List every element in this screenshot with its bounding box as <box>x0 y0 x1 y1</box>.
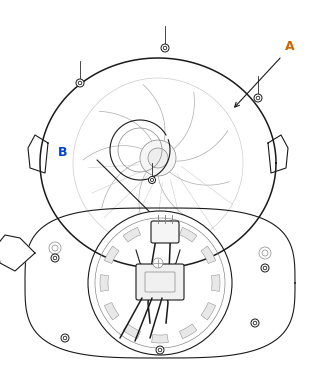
Circle shape <box>261 264 269 272</box>
Polygon shape <box>201 302 216 320</box>
Circle shape <box>51 254 59 262</box>
Circle shape <box>163 46 167 50</box>
Circle shape <box>263 266 267 270</box>
Circle shape <box>150 178 153 181</box>
Polygon shape <box>152 335 168 343</box>
Circle shape <box>88 211 232 355</box>
Circle shape <box>254 94 262 102</box>
Circle shape <box>256 96 260 100</box>
Circle shape <box>78 81 82 85</box>
Circle shape <box>63 336 67 340</box>
Text: B: B <box>58 146 68 158</box>
FancyBboxPatch shape <box>136 264 184 300</box>
Polygon shape <box>211 275 220 291</box>
Circle shape <box>158 348 162 352</box>
Circle shape <box>76 79 84 87</box>
Circle shape <box>61 334 69 342</box>
Circle shape <box>49 242 61 254</box>
Circle shape <box>259 247 271 259</box>
Circle shape <box>253 321 257 325</box>
Circle shape <box>153 258 163 268</box>
Polygon shape <box>100 275 108 291</box>
Circle shape <box>251 319 259 327</box>
Text: A: A <box>285 40 294 53</box>
Polygon shape <box>123 228 140 242</box>
Circle shape <box>148 148 168 168</box>
Polygon shape <box>268 135 288 173</box>
Circle shape <box>156 346 164 354</box>
FancyBboxPatch shape <box>151 221 179 243</box>
Polygon shape <box>104 302 119 320</box>
Polygon shape <box>123 324 140 339</box>
Polygon shape <box>179 228 197 242</box>
Polygon shape <box>28 135 48 173</box>
Circle shape <box>148 177 156 183</box>
Polygon shape <box>0 235 35 271</box>
Circle shape <box>53 256 57 260</box>
Polygon shape <box>152 223 168 231</box>
Polygon shape <box>25 208 295 358</box>
Polygon shape <box>179 324 197 339</box>
Circle shape <box>140 140 176 176</box>
Circle shape <box>161 44 169 52</box>
Polygon shape <box>201 246 216 263</box>
Polygon shape <box>104 246 119 263</box>
